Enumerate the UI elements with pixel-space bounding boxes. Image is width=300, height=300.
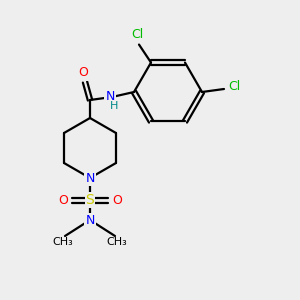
Text: O: O	[112, 194, 122, 206]
Text: N: N	[85, 214, 95, 226]
Text: N: N	[105, 91, 115, 103]
Text: H: H	[110, 101, 118, 111]
Text: CH₃: CH₃	[52, 237, 74, 247]
Text: O: O	[78, 67, 88, 80]
Text: CH₃: CH₃	[106, 237, 128, 247]
Text: N: N	[85, 172, 95, 184]
Text: S: S	[85, 193, 94, 207]
Text: Cl: Cl	[131, 28, 143, 41]
Text: Cl: Cl	[228, 80, 240, 94]
Text: O: O	[58, 194, 68, 206]
